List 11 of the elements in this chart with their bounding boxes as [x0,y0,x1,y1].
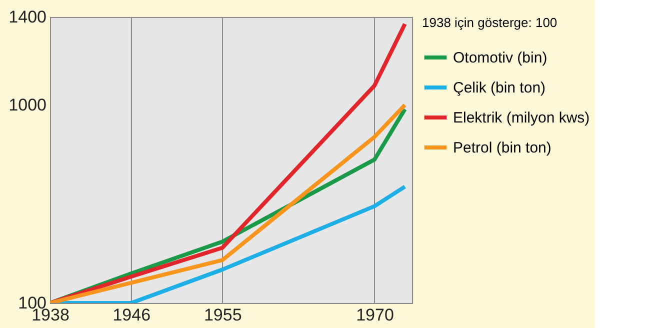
line-series [50,22,407,303]
legend-label: Elektrik (milyon kws) [453,110,590,126]
legend-label: Otomotiv (bin) [453,50,548,66]
legend-label: Çelik (bin ton) [453,80,546,96]
x-tick-label: 1946 [112,306,151,324]
x-tick-label: 1955 [204,306,242,324]
x-tick-label: 1970 [356,306,394,324]
legend-title: 1938 için gösterge: 100 [422,15,558,30]
y-tick-label: 1000 [8,96,46,114]
legend-label: Petrol (bin ton) [453,140,552,156]
y-tick-label: 1400 [8,8,46,26]
